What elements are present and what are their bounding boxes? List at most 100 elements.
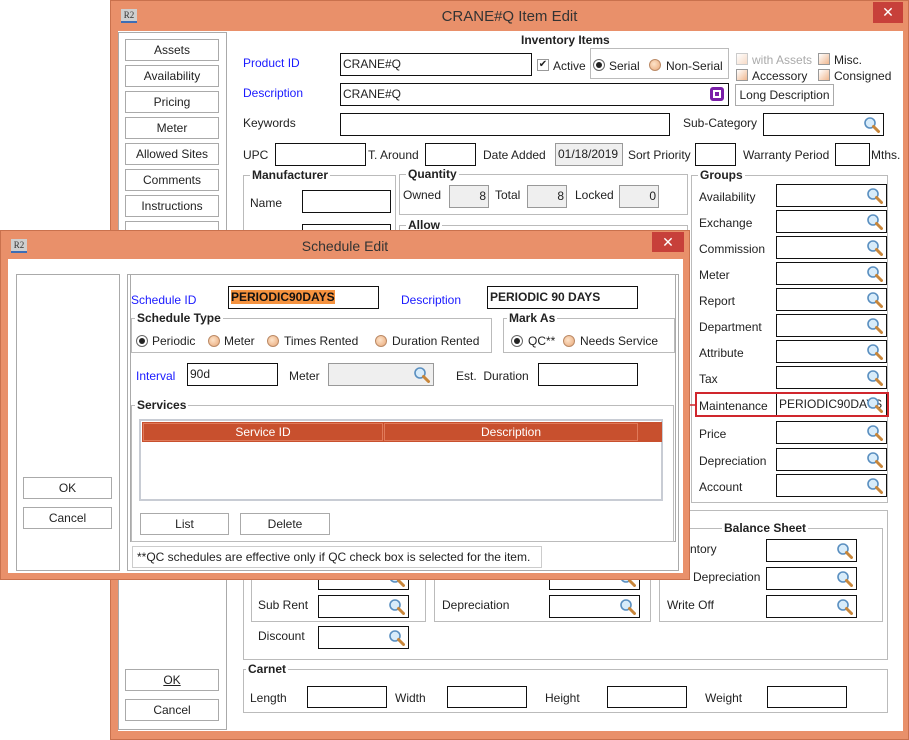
search-icon[interactable] bbox=[866, 451, 883, 468]
duration-rented-radio[interactable] bbox=[375, 335, 387, 347]
dialog-cancel-button[interactable]: Cancel bbox=[23, 507, 112, 529]
mark-as-title: Mark As bbox=[507, 311, 558, 325]
group-report-input[interactable] bbox=[776, 288, 887, 311]
group-price-label: Price bbox=[699, 427, 727, 441]
group-commission-input[interactable] bbox=[776, 236, 887, 259]
group-attribute-input[interactable] bbox=[776, 340, 887, 363]
description-column-header[interactable]: Description bbox=[384, 423, 638, 441]
search-icon[interactable] bbox=[413, 366, 430, 383]
sidebar-assets-button[interactable]: Assets bbox=[125, 39, 219, 61]
with-assets-checkbox bbox=[736, 53, 748, 65]
owned-label: Owned bbox=[403, 188, 442, 202]
search-icon[interactable] bbox=[866, 291, 883, 308]
search-icon[interactable] bbox=[866, 369, 883, 386]
long-description-button[interactable]: Long Description bbox=[735, 84, 834, 106]
weight-input[interactable] bbox=[767, 686, 847, 708]
sub-rent-input[interactable] bbox=[318, 595, 409, 618]
length-input[interactable] bbox=[307, 686, 387, 708]
expand-icon[interactable] bbox=[710, 87, 724, 101]
sidebar-instructions-button[interactable]: Instructions bbox=[125, 195, 219, 217]
search-icon[interactable] bbox=[619, 598, 636, 615]
est-duration-input[interactable] bbox=[538, 363, 638, 386]
discount-input[interactable] bbox=[318, 626, 409, 649]
search-icon[interactable] bbox=[866, 239, 883, 256]
height-input[interactable] bbox=[607, 686, 687, 708]
meter-radio[interactable] bbox=[208, 335, 220, 347]
search-icon[interactable] bbox=[388, 629, 405, 646]
serial-label: Serial bbox=[609, 59, 640, 73]
dialog-logo: R2 bbox=[11, 239, 27, 253]
write-off-input[interactable] bbox=[766, 595, 857, 618]
schedule-id-input[interactable]: PERIODIC90DAYS bbox=[228, 286, 379, 309]
serial-radio[interactable] bbox=[593, 59, 605, 71]
inventory-input[interactable] bbox=[766, 539, 857, 562]
list-button[interactable]: List bbox=[140, 513, 229, 535]
upc-input[interactable] bbox=[275, 143, 366, 166]
t-around-input[interactable] bbox=[425, 143, 476, 166]
search-icon[interactable] bbox=[836, 570, 853, 587]
needs-service-radio[interactable] bbox=[563, 335, 575, 347]
service-id-column-header[interactable]: Service ID bbox=[143, 423, 383, 441]
sort-priority-input[interactable] bbox=[695, 143, 736, 166]
times-rented-radio[interactable] bbox=[267, 335, 279, 347]
search-icon[interactable] bbox=[866, 424, 883, 441]
warranty-unit: Mths. bbox=[871, 148, 901, 162]
depreciation-cost-input[interactable] bbox=[549, 595, 640, 618]
sidebar-allowed-sites-button[interactable]: Allowed Sites bbox=[125, 143, 219, 165]
description-input[interactable]: CRANE#Q bbox=[340, 83, 729, 106]
sub-category-input[interactable] bbox=[763, 113, 884, 136]
sidebar-availability-button[interactable]: Availability bbox=[125, 65, 219, 87]
non-serial-radio[interactable] bbox=[649, 59, 661, 71]
group-account-input[interactable] bbox=[776, 474, 887, 497]
schedule-type-title: Schedule Type bbox=[135, 311, 223, 325]
product-id-input[interactable]: CRANE#Q bbox=[340, 53, 532, 76]
search-icon[interactable] bbox=[866, 213, 883, 230]
sidebar-meter-button[interactable]: Meter bbox=[125, 117, 219, 139]
search-icon[interactable] bbox=[866, 343, 883, 360]
search-icon[interactable] bbox=[866, 187, 883, 204]
search-icon[interactable] bbox=[866, 317, 883, 334]
group-department-input[interactable] bbox=[776, 314, 887, 337]
warranty-input[interactable] bbox=[835, 143, 870, 166]
est-duration-label: Est. Duration bbox=[456, 369, 529, 383]
schedule-description-input[interactable]: PERIODIC 90 DAYS bbox=[487, 286, 638, 309]
keywords-input[interactable] bbox=[340, 113, 670, 136]
cancel-button[interactable]: Cancel bbox=[125, 699, 219, 721]
search-icon[interactable] bbox=[866, 477, 883, 494]
qc-radio[interactable] bbox=[511, 335, 523, 347]
group-tax-input[interactable] bbox=[776, 366, 887, 389]
search-icon[interactable] bbox=[388, 598, 405, 615]
sidebar-pricing-button[interactable]: Pricing bbox=[125, 91, 219, 113]
dialog-close-button[interactable]: ✕ bbox=[652, 232, 684, 252]
acc-depreciation-input[interactable] bbox=[766, 567, 857, 590]
services-table-header bbox=[142, 422, 662, 442]
search-icon[interactable] bbox=[866, 265, 883, 282]
group-exchange-input[interactable] bbox=[776, 210, 887, 233]
interval-label: Interval bbox=[136, 369, 176, 383]
dialog-ok-button[interactable]: OK bbox=[23, 477, 112, 499]
group-price-input[interactable] bbox=[776, 421, 887, 444]
manufacturer-name-input[interactable] bbox=[302, 190, 391, 213]
search-icon[interactable] bbox=[863, 116, 880, 133]
search-icon[interactable] bbox=[836, 542, 853, 559]
search-icon[interactable] bbox=[836, 598, 853, 615]
periodic-radio[interactable] bbox=[136, 335, 148, 347]
group-meter-input[interactable] bbox=[776, 262, 887, 285]
active-checkbox[interactable]: ✔ bbox=[537, 59, 549, 71]
misc-checkbox[interactable] bbox=[818, 53, 830, 65]
accessory-checkbox[interactable] bbox=[736, 69, 748, 81]
group-account-label: Account bbox=[699, 480, 743, 494]
total-label: Total bbox=[495, 188, 521, 202]
sidebar-comments-button[interactable]: Comments bbox=[125, 169, 219, 191]
interval-input[interactable]: 90d bbox=[187, 363, 278, 386]
consigned-checkbox[interactable] bbox=[818, 69, 830, 81]
quantity-group: Quantity bbox=[399, 167, 688, 215]
delete-button[interactable]: Delete bbox=[240, 513, 330, 535]
group-depreciation-input[interactable] bbox=[776, 448, 887, 471]
group-availability-input[interactable] bbox=[776, 184, 887, 207]
qc-label: QC** bbox=[528, 334, 556, 348]
width-input[interactable] bbox=[447, 686, 527, 708]
width-label: Width bbox=[395, 691, 426, 705]
close-button[interactable]: ✕ bbox=[873, 2, 903, 23]
ok-button[interactable]: OK bbox=[125, 669, 219, 691]
